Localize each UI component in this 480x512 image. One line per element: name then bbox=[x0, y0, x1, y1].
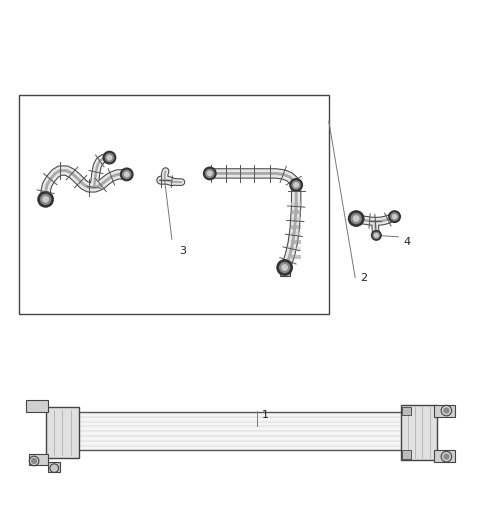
Bar bbox=[434, 405, 455, 417]
Bar bbox=[291, 232, 301, 236]
Circle shape bbox=[290, 179, 302, 191]
Circle shape bbox=[292, 181, 300, 189]
Circle shape bbox=[124, 172, 129, 177]
Bar bbox=[402, 451, 411, 459]
Circle shape bbox=[206, 169, 214, 178]
Bar bbox=[291, 255, 301, 259]
Circle shape bbox=[444, 408, 449, 413]
Circle shape bbox=[348, 211, 364, 226]
Circle shape bbox=[374, 233, 378, 237]
Circle shape bbox=[107, 156, 112, 160]
Circle shape bbox=[353, 216, 359, 221]
Circle shape bbox=[41, 195, 50, 204]
Circle shape bbox=[280, 263, 289, 272]
Bar bbox=[291, 210, 301, 214]
Circle shape bbox=[204, 167, 216, 180]
Circle shape bbox=[38, 191, 53, 207]
Circle shape bbox=[282, 265, 288, 270]
Text: 3: 3 bbox=[179, 246, 186, 257]
Bar bbox=[74, 412, 406, 451]
Bar bbox=[291, 225, 301, 229]
Circle shape bbox=[103, 152, 116, 164]
Bar bbox=[280, 270, 290, 276]
Circle shape bbox=[32, 459, 36, 463]
Circle shape bbox=[123, 170, 131, 179]
Text: 2: 2 bbox=[360, 272, 367, 283]
Circle shape bbox=[351, 214, 361, 224]
Circle shape bbox=[106, 154, 113, 162]
Circle shape bbox=[389, 211, 400, 222]
Bar bbox=[48, 462, 60, 472]
Text: 1: 1 bbox=[262, 410, 269, 420]
Bar bbox=[291, 240, 301, 244]
Bar bbox=[46, 407, 79, 458]
Circle shape bbox=[372, 230, 381, 240]
Bar bbox=[291, 247, 301, 251]
Bar bbox=[26, 400, 48, 412]
Bar bbox=[19, 95, 329, 313]
Circle shape bbox=[294, 183, 299, 187]
Circle shape bbox=[277, 260, 292, 275]
Bar bbox=[402, 407, 411, 415]
Text: 4: 4 bbox=[403, 237, 410, 247]
Circle shape bbox=[391, 213, 398, 220]
Bar bbox=[291, 202, 301, 206]
Circle shape bbox=[207, 171, 212, 176]
Bar bbox=[401, 405, 437, 460]
Bar bbox=[29, 454, 48, 465]
Circle shape bbox=[43, 197, 48, 202]
Bar bbox=[291, 217, 301, 221]
Circle shape bbox=[120, 168, 133, 181]
Circle shape bbox=[444, 454, 449, 459]
Circle shape bbox=[373, 232, 379, 239]
Bar bbox=[434, 451, 455, 462]
Circle shape bbox=[393, 215, 396, 219]
